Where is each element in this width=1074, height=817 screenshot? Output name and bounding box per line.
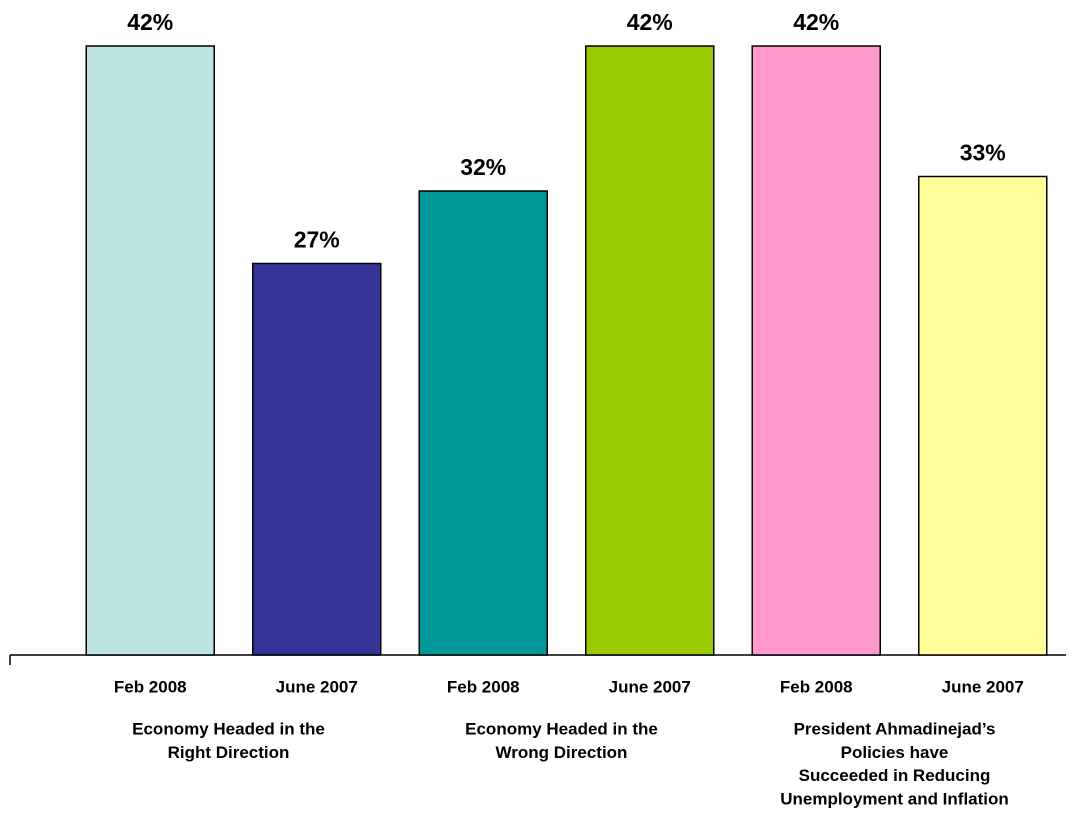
x-tick-label: June 2007 bbox=[276, 677, 358, 696]
bar bbox=[85, 45, 215, 656]
x-tick-label: Feb 2008 bbox=[447, 677, 520, 696]
x-tick-label: Feb 2008 bbox=[780, 677, 853, 696]
value-label: 42% bbox=[127, 9, 173, 35]
bar bbox=[418, 190, 548, 656]
group-label: Economy Headed in the bbox=[132, 719, 325, 738]
group-label: Succeeded in Reducing bbox=[799, 766, 991, 785]
x-tick-label: Feb 2008 bbox=[114, 677, 187, 696]
value-label: 32% bbox=[460, 154, 506, 180]
bar bbox=[252, 262, 382, 656]
value-label: 42% bbox=[793, 9, 839, 35]
x-tick-label: June 2007 bbox=[609, 677, 691, 696]
group-label: Unemployment and Inflation bbox=[780, 789, 1009, 808]
bar bbox=[751, 45, 881, 656]
group-label: Economy Headed in the bbox=[465, 719, 658, 738]
group-label: President Ahmadinejad’s bbox=[794, 719, 996, 738]
x-tick-label: June 2007 bbox=[942, 677, 1024, 696]
value-label: 42% bbox=[627, 9, 673, 35]
bar bbox=[918, 175, 1048, 656]
value-label: 27% bbox=[294, 227, 340, 253]
group-label: Policies have bbox=[841, 743, 949, 762]
group-label: Wrong Direction bbox=[496, 743, 628, 762]
group-label: Right Direction bbox=[168, 743, 290, 762]
value-label: 33% bbox=[960, 140, 1006, 166]
bar bbox=[585, 45, 715, 656]
